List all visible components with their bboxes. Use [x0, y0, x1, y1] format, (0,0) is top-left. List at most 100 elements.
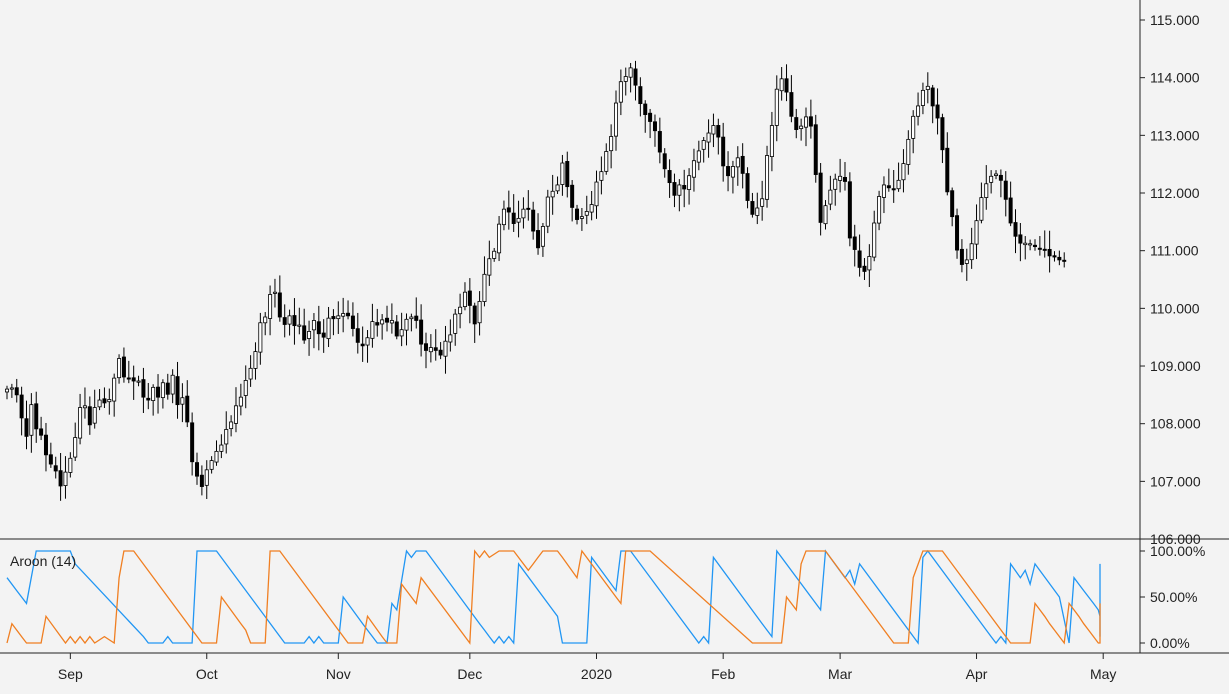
candle-body — [726, 166, 731, 177]
candle-body — [311, 320, 316, 331]
candle-body — [272, 291, 277, 294]
candle-body — [833, 178, 838, 190]
candle — [852, 224, 857, 267]
candle-body — [955, 215, 960, 251]
aroon-panel: Aroon (14) — [6, 549, 1101, 645]
candle — [19, 386, 24, 436]
candle-body — [604, 151, 609, 172]
candle — [818, 163, 823, 236]
candle — [745, 167, 750, 209]
candle-body — [623, 76, 628, 82]
candle-body — [185, 395, 190, 423]
candle-body — [360, 343, 365, 347]
candle — [774, 75, 779, 142]
candle-body — [53, 465, 58, 472]
candle-body — [901, 163, 906, 181]
candle-body — [214, 450, 219, 463]
candle — [930, 84, 935, 124]
candle-body — [589, 204, 594, 213]
candle — [185, 380, 190, 428]
candle-body — [886, 185, 891, 189]
candle — [112, 373, 117, 417]
candle — [682, 169, 687, 208]
price-tick-label: 115.000 — [1150, 12, 1200, 28]
candle — [974, 204, 979, 260]
candle-body — [102, 398, 107, 404]
candle — [68, 452, 73, 478]
candle-body — [1018, 234, 1023, 244]
candle — [989, 170, 994, 194]
candle — [1037, 236, 1042, 256]
candle — [570, 180, 575, 222]
candle — [467, 278, 472, 324]
candle-body — [920, 89, 925, 106]
candle — [121, 347, 126, 383]
candle — [750, 192, 755, 218]
candle — [1003, 171, 1008, 217]
candle — [901, 149, 906, 193]
candle-body — [755, 207, 760, 216]
candle-body — [662, 153, 667, 170]
candle — [735, 146, 740, 186]
candle — [536, 213, 541, 255]
candle-body — [994, 173, 999, 176]
candle-body — [355, 328, 360, 343]
candle — [959, 239, 964, 273]
candle-body — [238, 396, 243, 407]
candle-body — [891, 188, 896, 191]
candle — [272, 278, 277, 308]
candle-body — [984, 183, 989, 198]
candle-body — [735, 157, 740, 168]
candle — [53, 456, 58, 479]
candle — [721, 122, 726, 182]
candle — [497, 216, 502, 262]
candle-body — [277, 292, 282, 318]
candle-body — [209, 460, 214, 470]
candle — [117, 354, 122, 384]
candle-body — [117, 358, 122, 379]
candle-body — [643, 103, 648, 115]
candle-body — [516, 217, 521, 223]
candle — [263, 312, 268, 336]
candle — [799, 118, 804, 141]
candle-body — [1013, 222, 1018, 237]
candle — [891, 169, 896, 203]
candle — [336, 301, 341, 334]
candle-body — [458, 306, 463, 315]
candle — [589, 190, 594, 221]
candle — [389, 303, 394, 334]
candle — [311, 313, 316, 349]
candle — [87, 396, 92, 435]
candle — [258, 312, 263, 365]
candle-body — [68, 457, 73, 473]
candle — [779, 67, 784, 101]
candle-body — [165, 382, 170, 395]
candle-body — [482, 273, 487, 302]
price-tick-label: 111.000 — [1150, 243, 1199, 259]
candle — [443, 325, 448, 374]
candle — [9, 383, 14, 398]
candle — [170, 369, 175, 404]
candle-body — [233, 405, 238, 424]
candle — [716, 118, 721, 155]
candle-body — [497, 223, 502, 254]
candle-body — [121, 356, 126, 378]
candle — [287, 309, 292, 336]
candle — [165, 373, 170, 400]
candle-body — [989, 175, 994, 183]
candle — [409, 313, 414, 332]
candle — [677, 179, 682, 212]
candle-body — [1023, 242, 1028, 246]
candle-body — [896, 179, 901, 190]
candle — [326, 306, 331, 348]
candle — [662, 148, 667, 178]
candle-body — [107, 399, 112, 403]
candle — [224, 411, 229, 454]
candle-body — [146, 397, 151, 401]
price-tick-label: 114.000 — [1150, 70, 1200, 86]
aroon-axis: 100.00% 50.00% 0.00% — [1140, 543, 1205, 651]
candle — [433, 329, 438, 361]
candle — [842, 162, 847, 191]
candle — [82, 387, 87, 419]
